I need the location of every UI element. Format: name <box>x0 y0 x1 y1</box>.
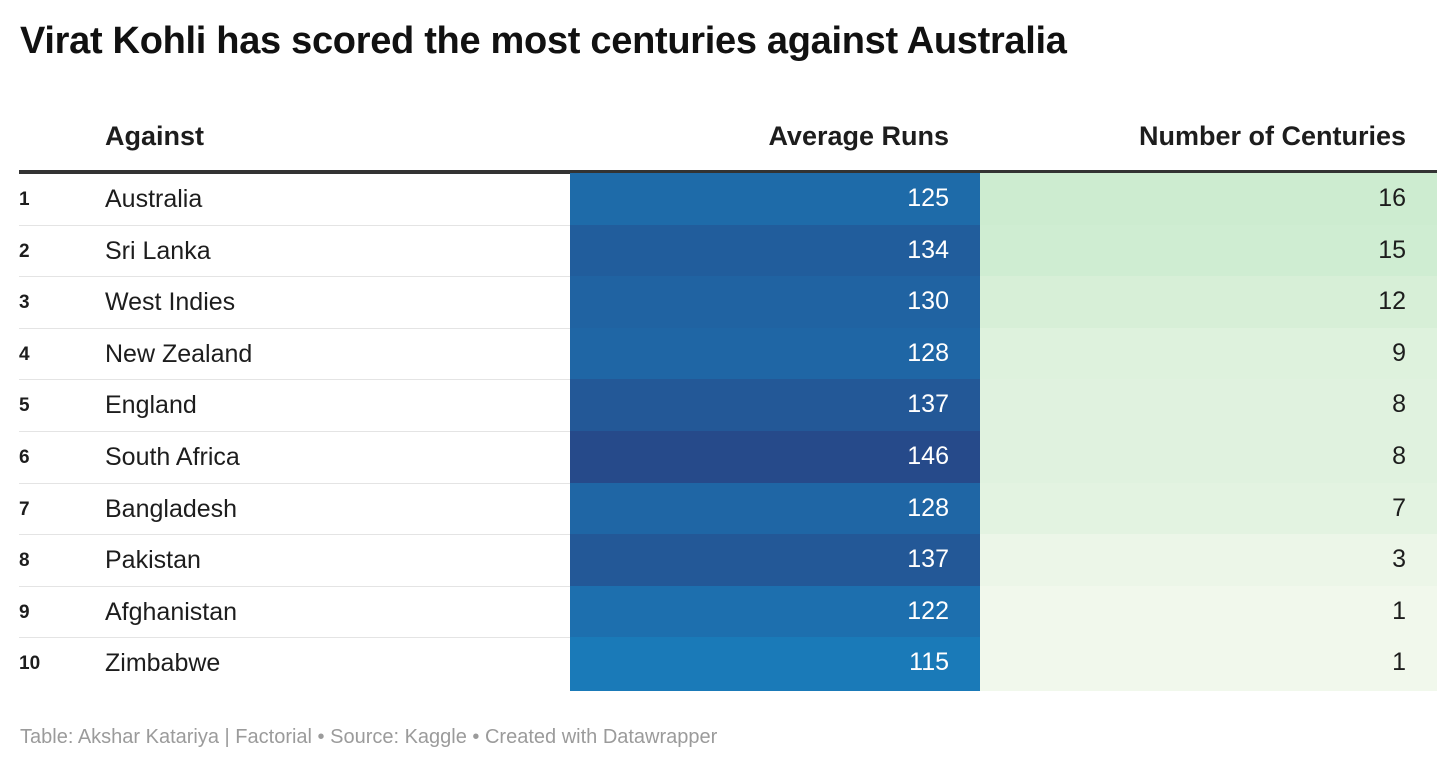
table-row: 2 Sri Lanka 134 15 <box>19 224 1437 278</box>
centuries-cell: 8 <box>980 379 1437 432</box>
footer-credits: Table: Akshar Katariya | Factorial • Sou… <box>20 726 718 748</box>
row-rank: 5 <box>19 395 30 417</box>
row-team: Australia <box>105 185 203 213</box>
column-header-average-runs[interactable]: Average Runs <box>768 121 949 151</box>
row-rank: 10 <box>19 653 41 675</box>
average-runs-cell: 146 <box>570 430 980 484</box>
row-team: England <box>105 391 197 420</box>
average-runs-cell: 134 <box>570 224 980 278</box>
row-rank: 9 <box>19 601 30 623</box>
centuries-cell: 7 <box>980 482 1437 536</box>
row-rank: 2 <box>19 240 30 262</box>
average-runs-cell: 137 <box>570 379 980 432</box>
column-header-centuries[interactable]: Number of Centuries <box>1138 121 1406 151</box>
row-rank: 6 <box>19 446 30 468</box>
row-rank: 7 <box>19 498 30 520</box>
row-team: West Indies <box>105 288 236 317</box>
average-runs-cell: 115 <box>570 637 980 691</box>
table-row: 7 Bangladesh 128 7 <box>19 482 1437 536</box>
table-row: 4 New Zealand 128 9 <box>19 327 1437 381</box>
centuries-cell: 16 <box>980 173 1437 226</box>
table-row: 10 Zimbabwe 115 1 <box>19 637 1437 691</box>
row-rank: 1 <box>19 189 30 210</box>
column-header-against[interactable]: Against <box>105 121 205 151</box>
table-row: 1 Australia 125 16 <box>19 173 1437 226</box>
data-table: Against Average Runs Number of Centuries… <box>19 112 1437 691</box>
chart-title: Virat Kohli has scored the most centurie… <box>20 20 1067 62</box>
centuries-cell: 8 <box>980 430 1437 484</box>
row-team: Pakistan <box>105 546 201 575</box>
table-row: 8 Pakistan 137 3 <box>19 534 1437 587</box>
table-row: 9 Afghanistan 122 1 <box>19 585 1437 639</box>
row-team: Zimbabwe <box>105 649 221 678</box>
average-runs-cell: 122 <box>570 585 980 639</box>
table-body: 1 Australia 125 16 2 Sri Lanka 134 15 3 West Indi… <box>19 173 1437 691</box>
row-rank: 8 <box>19 550 30 572</box>
average-runs-cell: 125 <box>570 173 980 226</box>
table-row: 6 South Africa 146 8 <box>19 430 1437 484</box>
centuries-cell: 9 <box>980 327 1437 381</box>
centuries-cell: 1 <box>980 585 1437 639</box>
centuries-cell: 12 <box>980 276 1437 329</box>
average-runs-cell: 128 <box>570 327 980 381</box>
centuries-cell: 3 <box>980 534 1437 587</box>
average-runs-cell: 128 <box>570 482 980 536</box>
average-runs-cell: 130 <box>570 276 980 329</box>
average-runs-cell: 137 <box>570 534 980 587</box>
centuries-cell: 15 <box>980 224 1437 278</box>
row-team: Bangladesh <box>105 494 238 523</box>
row-team: New Zealand <box>105 339 253 368</box>
row-rank: 3 <box>19 292 30 314</box>
row-rank: 4 <box>19 343 30 365</box>
row-team: South Africa <box>105 442 240 471</box>
row-team: Afghanistan <box>105 597 238 626</box>
row-team: Sri Lanka <box>105 236 211 265</box>
table-row: 3 West Indies 130 12 <box>19 276 1437 329</box>
table-row: 5 England 137 8 <box>19 379 1437 432</box>
table-header: Against Average Runs Number of Centuries <box>19 112 1437 174</box>
centuries-cell: 1 <box>980 637 1437 691</box>
